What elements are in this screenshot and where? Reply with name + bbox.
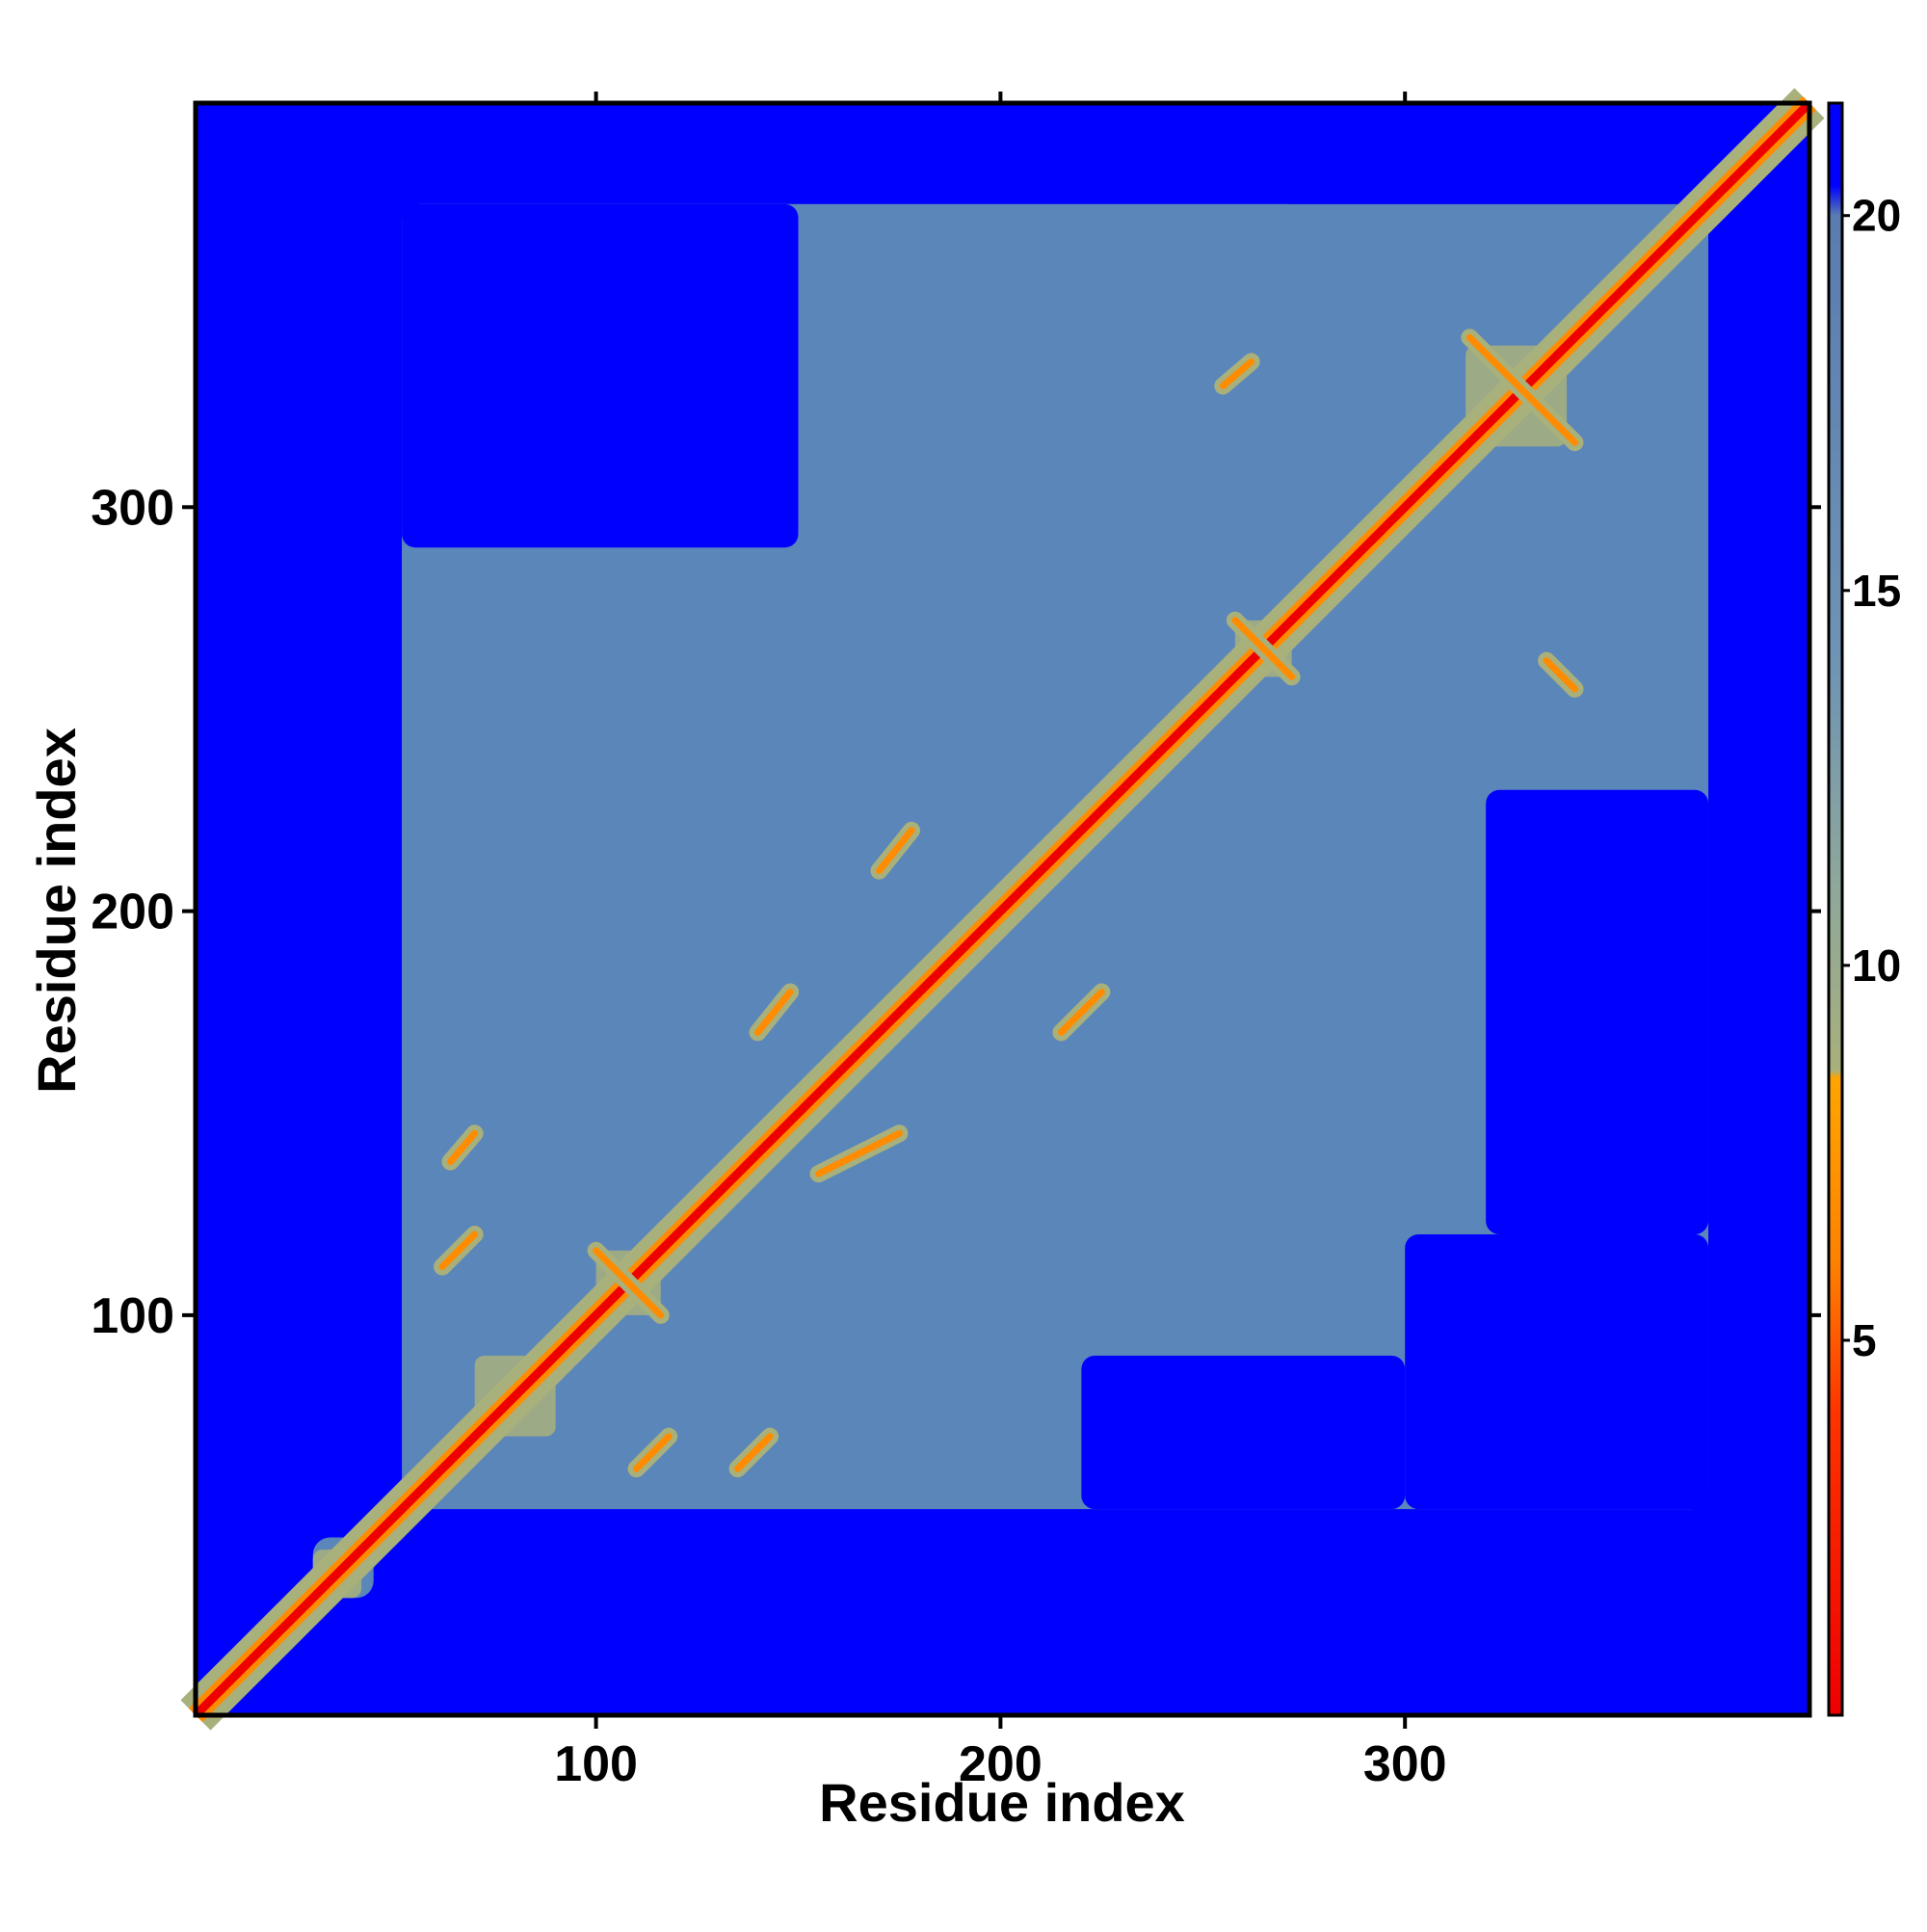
contact-streak: [1231, 617, 1296, 680]
contact-streak: [734, 1433, 774, 1472]
colorbar-tick-label: 10: [1852, 940, 1901, 991]
x-tick-label: 100: [554, 1736, 638, 1792]
x-tick-label: 300: [1363, 1736, 1447, 1792]
colorbar-tick-label: 15: [1852, 566, 1901, 616]
heatmap-hole: [1486, 789, 1709, 1235]
colorbar-gradient: [1827, 101, 1844, 1717]
plot-frame: [193, 100, 1812, 1718]
x-axis-label: Residue index: [819, 1772, 1185, 1833]
colorbar: 5 10 15 20: [1827, 101, 1901, 1717]
y-tick-label: 100: [91, 1288, 174, 1344]
colorbar-tick-label: 20: [1852, 191, 1901, 241]
heatmap-cells: [180, 88, 1825, 1731]
y-axis-label: Residue index: [26, 728, 87, 1094]
contact-streak: [593, 1247, 665, 1319]
plot-border: [193, 100, 1812, 1718]
contact-streak: [875, 827, 915, 875]
axes: 100 200 300 100 200 300: [91, 92, 1821, 1792]
heatmap-hole: [1081, 1355, 1406, 1510]
heatmap-hole: [402, 203, 799, 548]
contact-streak: [633, 1433, 673, 1472]
contact-streak: [814, 1129, 903, 1178]
y-tick-label: 300: [91, 480, 174, 536]
contact-streak: [1219, 357, 1255, 390]
y-tick-label: 200: [91, 885, 174, 940]
x-tick-label: 200: [959, 1736, 1043, 1792]
contact-streak: [438, 1231, 479, 1271]
colorbar-tick-label: 5: [1852, 1315, 1877, 1365]
contact-streak: [1465, 333, 1579, 446]
contact-streak: [1543, 657, 1579, 693]
heatmap-diagonal: [192, 99, 1813, 1719]
heatmap-hole: [1405, 1234, 1709, 1510]
contact-streak: [446, 1129, 479, 1166]
contact-streak: [754, 988, 794, 1036]
contact-streak: [1057, 988, 1105, 1036]
